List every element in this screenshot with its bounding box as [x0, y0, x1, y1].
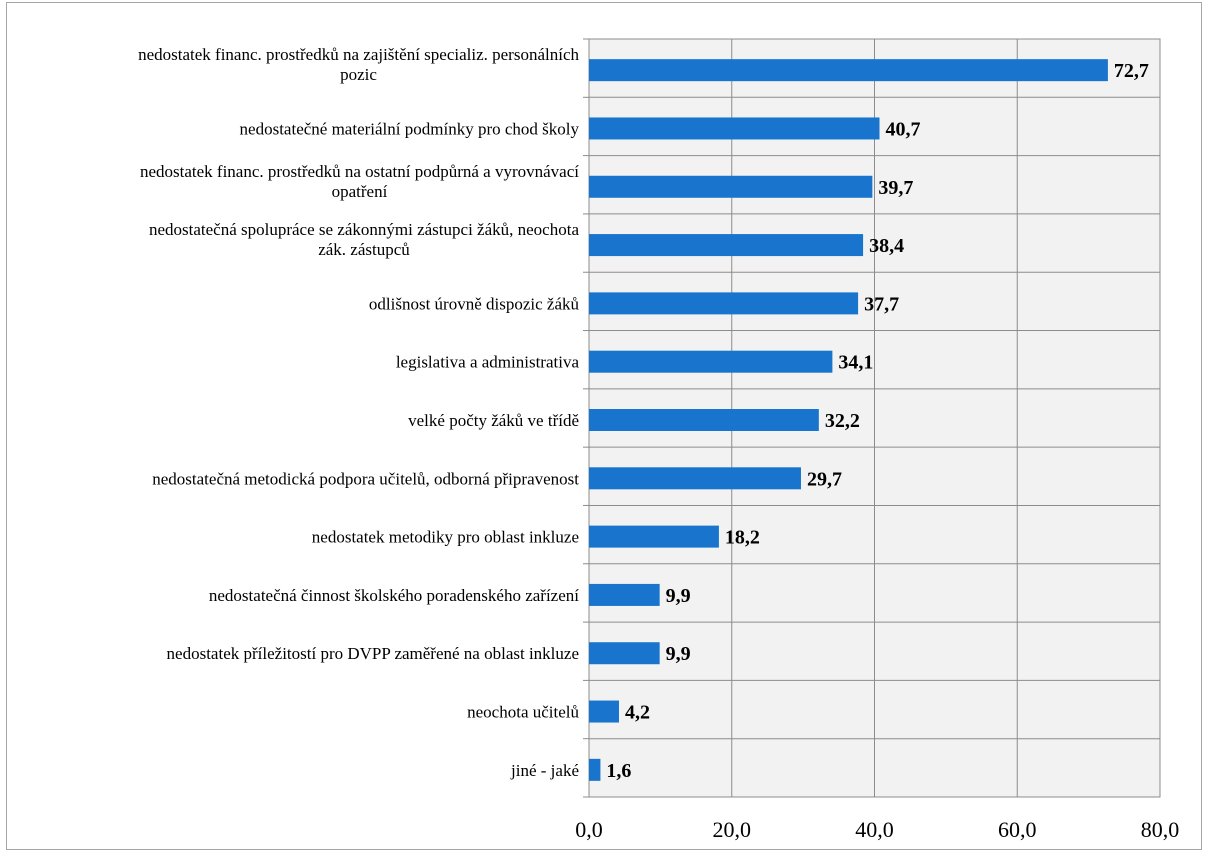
category-label: nedostatek financ. prostředků na ostatní…: [140, 162, 579, 201]
x-tick-label: 20,0: [713, 817, 752, 842]
value-label: 29,7: [807, 468, 842, 490]
x-tick-label: 80,0: [1141, 817, 1180, 842]
bar: [589, 642, 660, 665]
bar: [589, 59, 1108, 82]
category-label: legislativa a administrativa: [396, 353, 580, 372]
x-tick-label: 0,0: [575, 817, 603, 842]
value-label: 1,6: [606, 760, 631, 782]
category-label: nedostatek financ. prostředků na zajiště…: [138, 45, 579, 84]
bars: [589, 59, 1108, 781]
bar: [589, 467, 801, 490]
category-label: nedostatečná činnost školského poradensk…: [209, 586, 579, 605]
value-label: 9,9: [666, 643, 691, 665]
bar: [589, 175, 873, 198]
value-label: 72,7: [1114, 60, 1149, 82]
value-label: 38,4: [869, 235, 904, 257]
value-label: 37,7: [864, 293, 899, 315]
bar: [589, 583, 660, 606]
value-label: 39,7: [878, 177, 913, 199]
value-label: 34,1: [838, 352, 873, 374]
bar: [589, 409, 819, 431]
category-label: nedostatečná metodická podpora učitelů, …: [152, 469, 579, 488]
value-label: 4,2: [625, 702, 650, 724]
category-label: jiné - jaké: [510, 761, 579, 780]
category-label: odlišnost úrovně dispozic žáků: [369, 294, 580, 313]
category-label: nedostatečná spolupráce se zákonnými zás…: [149, 220, 579, 259]
bar: [589, 292, 859, 315]
x-tick-label: 40,0: [855, 817, 894, 842]
bar: [589, 234, 864, 257]
bar: [589, 700, 619, 723]
category-label: nedostatek příležitostí pro DVPP zaměřen…: [167, 644, 579, 663]
gridlines: [583, 38, 1161, 798]
category-labels: nedostatek financ. prostředků na zajiště…: [138, 45, 579, 780]
x-tick-label: 60,0: [998, 817, 1037, 842]
value-labels: 72,7 40,7 39,7 38,4 37,7 34,1 32,2 29,7 18,2 9,9 9…: [606, 60, 1148, 782]
bar: [589, 117, 880, 140]
category-label: velké počty žáků ve třídě: [408, 411, 579, 430]
x-axis-ticks: 0,0 20,0 40,0 60,0 80,0: [575, 817, 1179, 842]
bar: [589, 525, 719, 548]
bar: [589, 350, 833, 373]
category-label: nedostatek metodiky pro oblast inkluze: [312, 528, 579, 547]
category-label: nedostatečné materiální podmínky pro cho…: [240, 119, 580, 138]
value-label: 40,7: [885, 118, 920, 140]
category-label: neochota učitelů: [467, 703, 579, 722]
value-label: 32,2: [825, 410, 860, 432]
value-label: 18,2: [725, 527, 760, 549]
bar: [589, 758, 601, 781]
value-label: 9,9: [666, 585, 691, 607]
